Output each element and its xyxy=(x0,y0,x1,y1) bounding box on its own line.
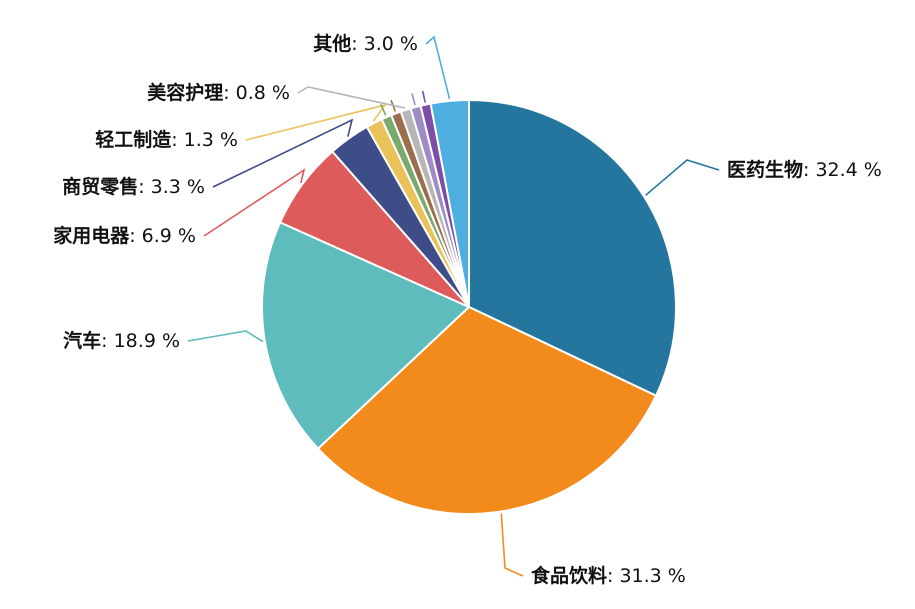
slice-label-name: 美容护理 xyxy=(147,81,223,104)
leader-line xyxy=(203,168,306,237)
slice-label-name: 轻工制造 xyxy=(95,128,172,151)
leader-line xyxy=(500,513,524,577)
slice-label-value: : 18.9 % xyxy=(101,330,180,352)
pie-slice xyxy=(429,98,470,308)
leader-line xyxy=(187,330,264,343)
leader-line xyxy=(421,90,426,103)
slice-label: 商贸零售: 3.3 % xyxy=(62,175,205,198)
slice-label: 汽车: 18.9 % xyxy=(63,329,180,352)
slice-label: 食品饮料: 31.3 % xyxy=(531,564,686,587)
slice-label: 其他: 3.0 % xyxy=(313,32,418,55)
slice-labels: 医药生物: 32.4 %食品饮料: 31.3 %汽车: 18.9 %家用电器: … xyxy=(53,32,882,587)
slice-label: 家用电器: 6.9 % xyxy=(53,224,196,247)
leader-line xyxy=(425,35,451,100)
slice-label-name: 商贸零售 xyxy=(62,175,138,198)
slice-label-name: 其他 xyxy=(313,32,351,55)
pie-slice xyxy=(316,305,658,515)
leader-line xyxy=(645,159,720,196)
slice-label-value: : 3.3 % xyxy=(138,176,205,198)
leader-line xyxy=(411,93,416,106)
pie-slices xyxy=(261,98,677,515)
slice-label-value: : 0.8 % xyxy=(223,82,290,104)
slice-label-value: : 6.9 % xyxy=(129,225,196,247)
slice-label-name: 医药生物 xyxy=(727,158,803,181)
slice-label-name: 食品饮料 xyxy=(531,564,607,587)
slice-label-value: : 31.3 % xyxy=(607,565,686,587)
slice-label-name: 汽车 xyxy=(63,329,101,352)
leader-line xyxy=(297,86,406,109)
slice-label-value: : 3.0 % xyxy=(351,33,418,55)
leader-lines xyxy=(187,35,720,577)
slice-label: 美容护理: 0.8 % xyxy=(147,81,290,104)
leader-line xyxy=(245,103,387,141)
slice-label: 医药生物: 32.4 % xyxy=(727,158,882,181)
leader-line xyxy=(212,118,354,188)
slice-label-value: : 32.4 % xyxy=(803,159,882,181)
slice-label-name: 家用电器 xyxy=(53,224,130,247)
leader-line xyxy=(380,104,387,116)
slice-label-value: : 1.3 % xyxy=(171,129,238,151)
pie-slice xyxy=(468,98,677,398)
pie-slice xyxy=(261,221,471,451)
slice-label: 轻工制造: 1.3 % xyxy=(95,128,238,151)
